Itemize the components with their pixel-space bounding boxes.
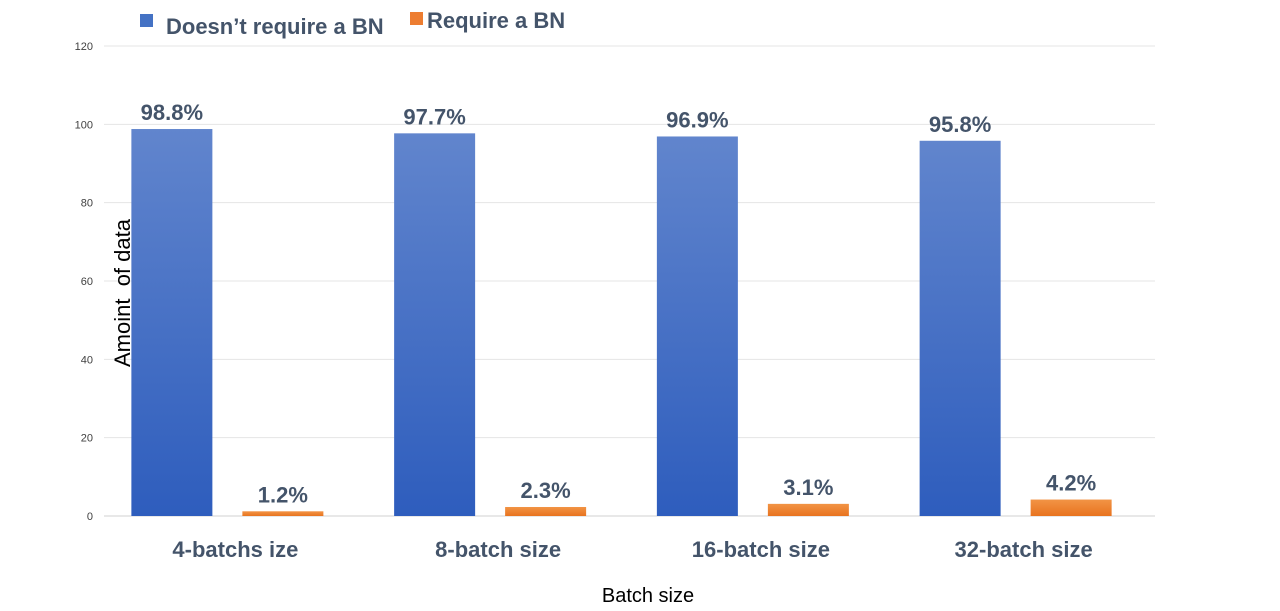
x-tick-label: 4-batchs ize [172, 537, 298, 562]
bar-series-1-3 [656, 136, 738, 516]
bar-series-2-2 [505, 506, 587, 516]
x-axis-title: Batch size [602, 585, 694, 607]
bar-series-1-2 [394, 133, 476, 516]
legend-swatch-series-2 [410, 12, 423, 25]
bar-series-1-4 [919, 140, 1001, 517]
data-label-series-1-1: 98.8% [141, 100, 203, 125]
legend: Doesn’t require a BN Require a BN [140, 8, 565, 39]
bars [131, 129, 1112, 517]
y-tick-label: 100 [75, 119, 93, 131]
data-label-series-1-2: 97.7% [403, 104, 465, 129]
y-axis-tick-labels: 0 20 40 60 80 100 120 [75, 41, 93, 523]
legend-label-series-2: Require a BN [427, 8, 565, 33]
y-tick-label: 20 [81, 433, 93, 445]
legend-swatch-series-1 [140, 14, 153, 27]
y-tick-label: 0 [87, 511, 93, 523]
gridlines [104, 45, 1155, 517]
data-label-series-1-4: 95.8% [929, 112, 991, 137]
bar-series-2-4 [1030, 499, 1112, 516]
x-tick-label: 16-batch size [692, 537, 830, 562]
y-tick-label: 80 [81, 198, 93, 210]
bar-series-1-1 [131, 129, 213, 517]
y-axis-title: Amoint of data [110, 218, 135, 367]
data-label-series-2-2: 2.3% [521, 478, 571, 503]
data-label-series-1-3: 96.9% [666, 107, 728, 132]
y-tick-label: 60 [81, 276, 93, 288]
data-label-series-2-1: 1.2% [258, 482, 308, 507]
data-label-series-2-3: 3.1% [783, 475, 833, 500]
y-tick-label: 40 [81, 354, 93, 366]
bar-series-2-3 [767, 503, 849, 516]
x-tick-label: 8-batch size [435, 537, 561, 562]
data-labels: 98.8% 1.2% 97.7% 2.3% 96.9% 3.1% 95.8% 4.2% [141, 100, 1097, 507]
bar-series-2-1 [242, 511, 324, 516]
x-axis-tick-labels: 4-batchs ize 8-batch size 16-batch size 32-… [172, 537, 1092, 562]
data-label-series-2-4: 4.2% [1046, 471, 1096, 496]
y-tick-label: 120 [75, 41, 93, 53]
x-tick-label: 32-batch size [955, 537, 1093, 562]
legend-label-series-1: Doesn’t require a BN [166, 14, 384, 39]
